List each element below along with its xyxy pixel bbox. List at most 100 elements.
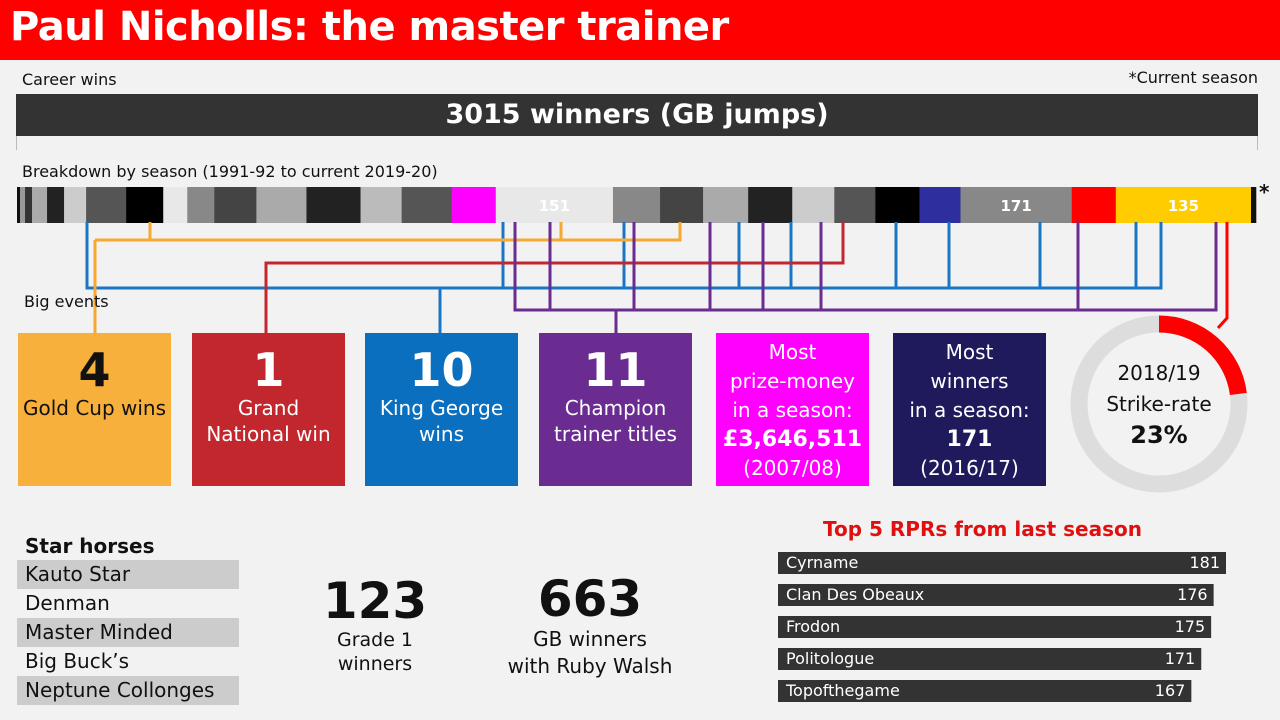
season-label: 151 [539,197,570,215]
king-george-number: 10 [409,343,474,397]
header-banner: Paul Nicholls: the master trainer [0,0,1280,60]
most-winners-value: 171 [946,427,993,452]
grade1-number: 123 [322,572,428,630]
strike-rate-value: 23% [1130,421,1188,449]
star-horse-item: Master Minded [17,618,239,647]
career-bracket [16,136,1258,150]
strike-rate-title: Strike-rate [1106,392,1212,416]
rpr-value-label: 181 [1189,553,1220,572]
season-breakdown-chart: 151 171 135 [17,187,1257,223]
prize-money-line2: prize-money [729,369,856,393]
rpr-horse-label: Topofthegame [785,681,900,700]
connector-lines [85,222,1229,333]
grand-national-number: 1 [252,343,285,397]
season-segment [451,187,497,223]
rpr-horse-label: Frodon [786,617,840,636]
star-horse-item: Neptune Collonges [17,676,239,705]
season-segment [1250,187,1257,223]
season-segment [1115,187,1252,223]
season-segment [401,187,453,223]
strike-rate-donut [1070,315,1248,493]
season-segment [20,187,26,223]
rpr-value-label: 167 [1155,681,1186,700]
season-segment [187,187,215,223]
season-segment [960,187,1073,223]
season-segment [360,187,402,223]
rpr-bar [778,680,1192,702]
most-winners-line1: Most [945,340,994,364]
prize-money-line1: Most [768,340,817,364]
rpr-horse-label: Clan Des Obeaux [786,585,924,604]
season-segment [214,187,257,223]
rpr-bar-chart: Cyrname 181 Clan Des Obeaux 176 Frodon 175 Pol… [778,552,1226,702]
season-segment [834,187,876,223]
career-total-bar: 3015 winners (GB jumps) [16,94,1258,136]
season-segment [1071,187,1117,223]
season-segment [17,187,21,223]
rpr-horse-label: Cyrname [786,553,858,572]
grade1-line2: winners [337,653,413,675]
big-events-label: Big events [24,292,109,311]
career-wins-label: Career wins [22,70,117,89]
season-segment [612,187,661,223]
rpr-bar [778,616,1212,638]
season-segment [163,187,188,223]
prize-money-line3: in a season: [732,398,853,422]
rpr-bar [778,648,1202,670]
season-label: 171 [1000,197,1031,215]
rpr-value-label: 171 [1165,649,1196,668]
champion-trainer-box: 11 Champion trainer titles [539,333,692,486]
season-segment [919,187,961,223]
rpr-bar [778,584,1214,606]
champion-trainer-number: 11 [583,343,648,397]
rpr-bar [778,552,1226,574]
strike-rate-season: 2018/19 [1117,361,1201,385]
most-winners-season: (2016/17) [920,456,1019,480]
gold-cup-text: Gold Cup wins [22,396,167,420]
gold-cup-number: 4 [78,343,111,397]
rpr-horse-label: Politologue [786,649,874,668]
season-segment [32,187,48,223]
ruby-walsh-line2: with Ruby Walsh [507,654,673,678]
star-horses-title: Star horses [25,534,155,558]
star-horse-item: Denman [25,591,110,615]
star-horse-item: Kauto Star [17,560,239,589]
gold-cup-box: 4 Gold Cup wins [18,333,171,486]
most-winners-box: Most winners in a season: 171 (2016/17) [893,333,1046,486]
season-segment [47,187,65,223]
season-segment [25,187,33,223]
ruby-walsh-line1: GB winners [533,627,647,651]
season-label: 135 [1168,197,1199,215]
season-segment [86,187,127,223]
season-segment [495,187,614,223]
season-segment [256,187,307,223]
season-segment [875,187,920,223]
prize-money-season: (2007/08) [743,456,842,480]
season-segment [64,187,87,223]
breakdown-label: Breakdown by season (1991-92 to current … [22,162,438,181]
grand-national-box: 1 Grand National win [192,333,345,486]
most-winners-line2: winners [930,369,1009,393]
season-segment [660,187,704,223]
king-george-box: 10 King George wins [365,333,518,486]
king-george-text: King George wins [379,396,504,446]
rpr-title: Top 5 RPRs from last season [823,517,1142,541]
prize-money-value: £3,646,511 [722,427,863,452]
rpr-value-label: 176 [1177,585,1208,604]
season-asterisk: * [1259,180,1270,204]
grade1-line1: Grade 1 [336,629,414,651]
rpr-value-label: 175 [1175,617,1206,636]
most-winners-line3: in a season: [909,398,1030,422]
season-segment [306,187,361,223]
season-segment [703,187,749,223]
strike-rate-label: 2018/19 Strike-rate 23% [1070,358,1248,451]
grand-national-text: Grand National win [206,396,331,446]
champion-trainer-text: Champion trainer titles [554,396,677,446]
grade1-stat: 123 Grade 1 winners [300,574,450,676]
prize-money-box: Most prize-money in a season: £3,646,511… [716,333,869,486]
ruby-walsh-stat: 663 GB winners with Ruby Walsh [480,572,700,680]
star-horse-item: Big Buck’s [25,649,130,673]
season-segment [126,187,164,223]
current-season-note: *Current season [1128,68,1258,87]
donut-arc [1158,315,1247,396]
